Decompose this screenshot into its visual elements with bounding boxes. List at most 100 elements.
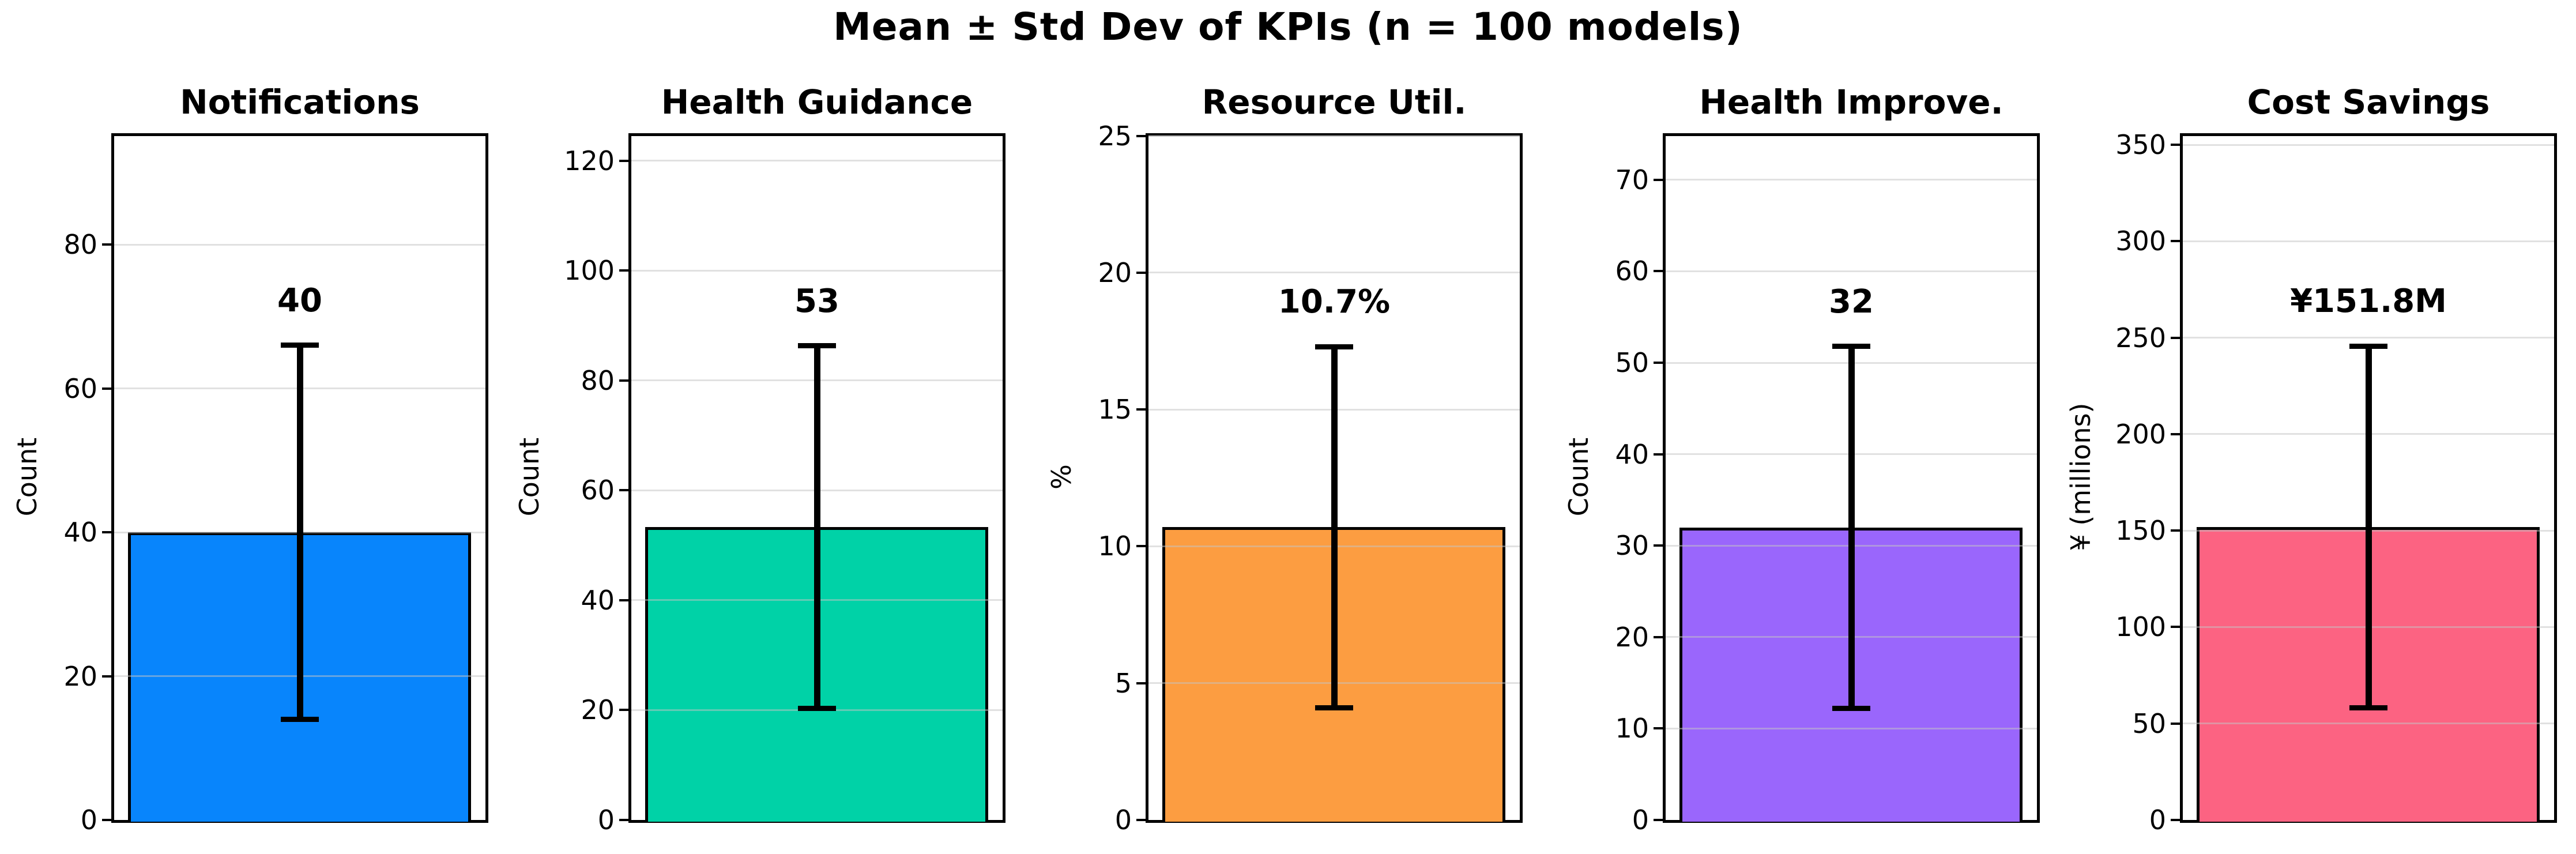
tick-label: 25: [1098, 120, 1132, 152]
error-bar-line: [2365, 346, 2372, 708]
gridline: [1148, 272, 1520, 274]
subplot-title: Notifications: [180, 82, 420, 122]
tick-label: 50: [1615, 347, 1649, 379]
error-bar-cap-bottom: [1315, 705, 1353, 710]
tick-mark: [619, 709, 628, 712]
tick-label: 60: [581, 475, 615, 506]
tick-label: 0: [1632, 804, 1649, 836]
tick-label: 20: [1098, 257, 1132, 288]
value-label: ¥151.8M: [2290, 283, 2447, 321]
tick-label: 80: [581, 364, 615, 396]
tick-mark: [1654, 362, 1663, 364]
gridline: [631, 269, 1003, 272]
value-label: 53: [794, 282, 839, 320]
tick-label: 250: [2115, 322, 2166, 353]
tick-label: 60: [1615, 255, 1649, 287]
gridline: [114, 243, 485, 246]
tick-label: 15: [1098, 394, 1132, 426]
gridline: [2183, 144, 2554, 146]
tick-label: 70: [1615, 164, 1649, 195]
error-bar-cap-top: [281, 343, 319, 348]
gridline: [2183, 337, 2554, 339]
tick-label: 60: [63, 373, 97, 404]
tick-label: 350: [2115, 129, 2166, 161]
tick-label: 40: [63, 517, 97, 548]
tick-mark: [619, 379, 628, 382]
tick-mark: [619, 819, 628, 821]
tick-label: 5: [1114, 667, 1132, 699]
y-axis-label: %: [1046, 464, 1077, 490]
error-bar-cap-bottom: [2349, 705, 2387, 711]
tick-mark: [1654, 727, 1663, 730]
tick-mark: [2171, 240, 2180, 243]
gridline: [1148, 135, 1520, 137]
tick-mark: [1136, 134, 1146, 137]
tick-mark: [2171, 626, 2180, 629]
tick-label: 120: [564, 145, 615, 176]
tick-mark: [1654, 453, 1663, 456]
tick-label: 20: [63, 660, 97, 692]
tick-label: 200: [2115, 418, 2166, 450]
subplot-title: Health Guidance: [661, 82, 973, 122]
error-bar-cap-bottom: [798, 706, 836, 712]
error-bar-cap-bottom: [281, 716, 319, 722]
tick-label: 300: [2115, 225, 2166, 257]
tick-mark: [1136, 819, 1146, 821]
subplot-title: Health Improve.: [1699, 82, 2003, 122]
error-bar-line: [1848, 346, 1855, 709]
error-bar-line: [814, 345, 820, 709]
gridline: [2183, 723, 2554, 725]
tick-mark: [102, 387, 111, 390]
gridline: [1666, 179, 2037, 181]
error-bar-line: [296, 345, 303, 720]
tick-mark: [1654, 819, 1663, 821]
tick-mark: [619, 489, 628, 492]
value-label: 10.7%: [1278, 283, 1391, 321]
tick-mark: [102, 675, 111, 678]
tick-label: 40: [581, 584, 615, 616]
tick-label: 40: [1615, 438, 1649, 470]
tick-mark: [619, 599, 628, 601]
tick-mark: [619, 269, 628, 272]
tick-label: 20: [581, 694, 615, 726]
tick-mark: [1136, 271, 1146, 274]
tick-label: 0: [597, 804, 615, 836]
tick-mark: [1654, 178, 1663, 181]
error-bar-cap-top: [2349, 343, 2387, 349]
tick-label: 0: [1114, 804, 1132, 836]
error-bar-cap-top: [798, 343, 836, 349]
tick-label: 0: [80, 804, 97, 836]
y-axis-label: Count: [12, 437, 43, 516]
gridline: [2183, 240, 2554, 242]
error-bar-cap-bottom: [1832, 706, 1870, 712]
tick-mark: [1654, 270, 1663, 273]
error-bar-cap-top: [1832, 344, 1870, 349]
tick-mark: [1136, 408, 1146, 411]
tick-mark: [1136, 682, 1146, 684]
y-axis-label: Count: [514, 437, 545, 516]
tick-mark: [2171, 722, 2180, 725]
tick-mark: [2171, 529, 2180, 532]
tick-label: 80: [63, 229, 97, 261]
tick-mark: [2171, 819, 2180, 821]
tick-label: 10: [1098, 531, 1132, 562]
gridline: [631, 160, 1003, 162]
tick-mark: [102, 243, 111, 246]
tick-mark: [1654, 544, 1663, 547]
gridline: [1666, 270, 2037, 272]
tick-mark: [2171, 144, 2180, 146]
subplot-title: Cost Savings: [2247, 82, 2490, 122]
value-label: 40: [277, 281, 322, 319]
gridline: [1666, 727, 2037, 729]
tick-label: 30: [1615, 530, 1649, 562]
tick-label: 20: [1615, 621, 1649, 653]
tick-label: 150: [2115, 515, 2166, 547]
value-label: 32: [1829, 283, 1874, 321]
y-axis-label: ¥ (millions): [2065, 402, 2096, 551]
tick-mark: [102, 531, 111, 534]
tick-label: 0: [2149, 804, 2166, 836]
tick-label: 50: [2132, 708, 2166, 739]
y-axis-label: Count: [1563, 437, 1594, 516]
tick-mark: [1136, 545, 1146, 548]
